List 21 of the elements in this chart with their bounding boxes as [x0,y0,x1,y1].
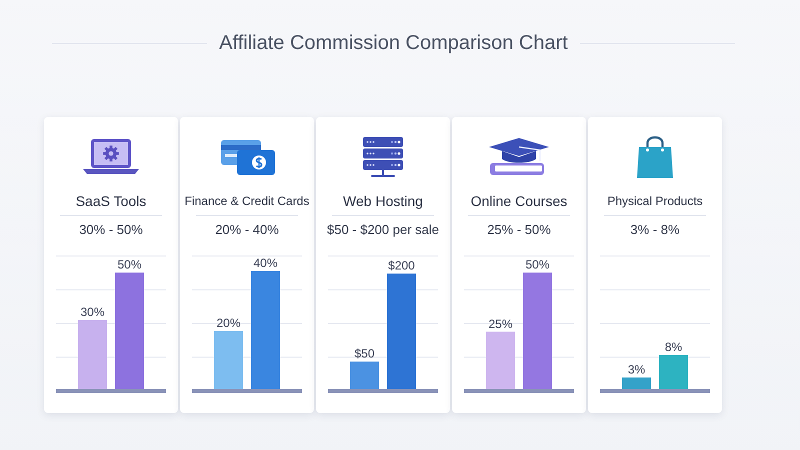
data-label: 50% [525,258,550,272]
data-label: $200 [388,258,416,273]
chart-subtitle: 25% - 50% [486,221,552,239]
chart-subtitle: 3% - 8% [629,221,681,239]
chart-title: Finance & Credit Cards [184,193,310,210]
chart-title: Online Courses [470,192,568,210]
chart-title: SaaS Tools [74,192,148,210]
chart-subtitle: 20% - 40% [214,221,280,239]
data-label: $50 [354,346,375,361]
data-label: 8% [664,340,682,354]
data-label: 40% [253,256,278,270]
data-label: 3% [628,362,646,376]
chart-subtitle: $50 - $200 per sale [326,221,440,239]
data-label: 30% [80,304,105,319]
data-label: 20% [216,316,241,330]
chart-subtitle: 30% - 50% [78,221,144,239]
text: Affiliate Commission Comparison Chart [219,32,568,54]
data-label: 50% [117,258,142,272]
chart-title: Physical Products [606,193,704,210]
data-label: 25% [488,316,513,331]
chart-title: Web Hosting [342,192,424,210]
